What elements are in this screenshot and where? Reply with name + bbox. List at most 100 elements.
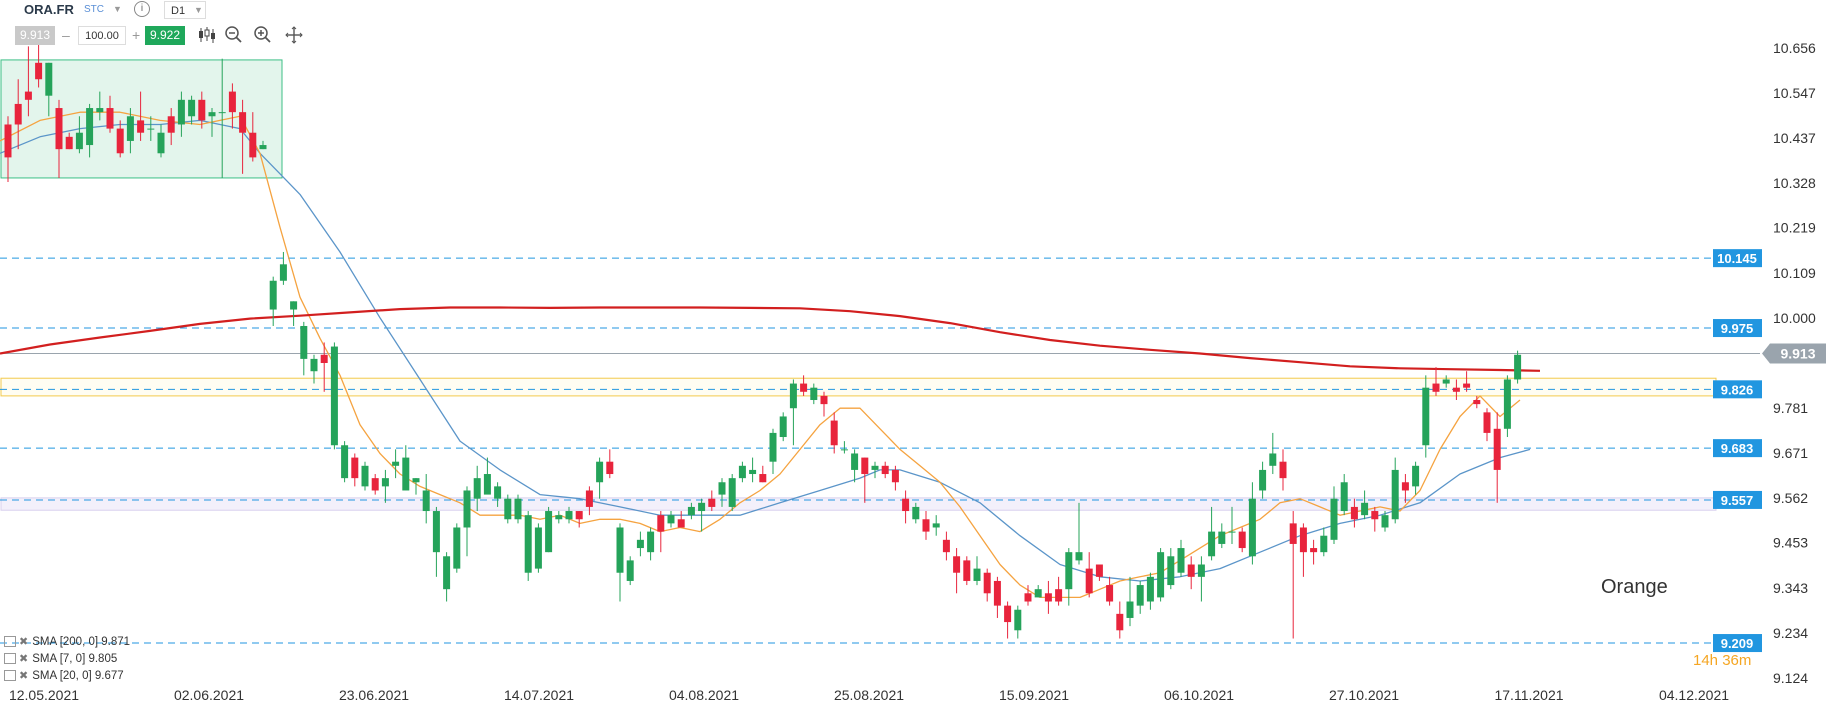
candle[interactable] xyxy=(126,108,134,154)
zone-yellow[interactable] xyxy=(0,377,1717,397)
candle[interactable] xyxy=(320,342,328,392)
minus-icon[interactable]: – xyxy=(62,27,70,43)
candle[interactable] xyxy=(677,511,685,528)
chevron-down-icon[interactable]: ▼ xyxy=(113,4,122,14)
candle[interactable] xyxy=(912,502,920,524)
candle[interactable] xyxy=(738,461,746,483)
info-icon[interactable]: i xyxy=(134,1,150,17)
candle[interactable] xyxy=(1065,548,1073,606)
candle[interactable] xyxy=(953,548,961,594)
candle[interactable] xyxy=(1493,412,1501,503)
level-label[interactable]: 9.975 xyxy=(1713,319,1762,338)
candle[interactable] xyxy=(596,457,604,499)
candle[interactable] xyxy=(800,375,808,396)
candle[interactable] xyxy=(1187,556,1195,590)
candle[interactable] xyxy=(810,383,818,405)
candle[interactable] xyxy=(851,449,859,483)
candle[interactable] xyxy=(1299,523,1307,577)
candle[interactable] xyxy=(310,354,318,384)
close-icon[interactable]: ✖ xyxy=(19,636,29,648)
candle[interactable] xyxy=(361,461,369,491)
candle[interactable] xyxy=(779,412,787,442)
candle[interactable] xyxy=(1116,601,1124,639)
candle[interactable] xyxy=(106,95,114,133)
candle[interactable] xyxy=(1014,605,1022,639)
candle[interactable] xyxy=(1483,408,1491,442)
chevron-down-icon[interactable]: ▼ xyxy=(194,5,203,15)
candle[interactable] xyxy=(585,486,593,516)
candle[interactable] xyxy=(565,506,573,524)
candle[interactable] xyxy=(116,120,124,158)
candle[interactable] xyxy=(1310,539,1318,565)
candle[interactable] xyxy=(392,449,400,479)
candle[interactable] xyxy=(647,527,655,561)
quantity-input[interactable]: 100.00 xyxy=(78,26,126,45)
candle[interactable] xyxy=(942,531,950,561)
candle[interactable] xyxy=(606,449,614,479)
candle[interactable] xyxy=(1126,576,1134,627)
candle[interactable] xyxy=(218,58,226,178)
candle[interactable] xyxy=(341,441,349,483)
candle[interactable] xyxy=(1391,457,1399,524)
candle[interactable] xyxy=(1269,432,1277,475)
candle[interactable] xyxy=(963,556,971,586)
candle[interactable] xyxy=(534,523,542,573)
settings-icon[interactable] xyxy=(4,670,16,682)
legend-sma200[interactable]: ✖ SMA [200, 0] 9.871 xyxy=(4,635,130,648)
buy-price-button[interactable]: 9.922 xyxy=(145,26,185,45)
candle[interactable] xyxy=(1350,498,1358,528)
candle[interactable] xyxy=(1279,449,1287,491)
candle[interactable] xyxy=(1259,461,1267,499)
candle[interactable] xyxy=(86,103,94,158)
candle[interactable] xyxy=(483,457,491,495)
candle[interactable] xyxy=(1095,564,1103,581)
symbol-label[interactable]: ORA.FR xyxy=(24,2,74,17)
candle[interactable] xyxy=(198,91,206,129)
candle[interactable] xyxy=(1004,601,1012,639)
candle[interactable] xyxy=(657,511,665,553)
candle[interactable] xyxy=(14,79,22,150)
candle[interactable] xyxy=(443,552,451,602)
candle[interactable] xyxy=(269,276,277,326)
candle[interactable] xyxy=(1514,350,1522,384)
candle[interactable] xyxy=(4,116,12,183)
candle[interactable] xyxy=(973,556,981,586)
candle[interactable] xyxy=(555,511,563,524)
candle[interactable] xyxy=(45,62,53,117)
candle[interactable] xyxy=(1442,375,1450,388)
candle[interactable] xyxy=(188,95,196,125)
candle[interactable] xyxy=(1034,585,1042,598)
candle[interactable] xyxy=(259,140,267,150)
candle[interactable] xyxy=(749,457,757,483)
candle[interactable] xyxy=(249,112,257,162)
candle[interactable] xyxy=(157,124,165,158)
candle[interactable] xyxy=(636,531,644,557)
settings-icon[interactable] xyxy=(4,653,16,665)
close-icon[interactable]: ✖ xyxy=(19,670,29,682)
candle[interactable] xyxy=(1320,527,1328,557)
plus-icon[interactable]: + xyxy=(132,27,141,43)
candle[interactable] xyxy=(708,490,716,512)
timeframe-select[interactable]: D1 xyxy=(164,1,206,19)
candle[interactable] xyxy=(830,412,838,454)
candle[interactable] xyxy=(759,465,767,483)
candle[interactable] xyxy=(1136,580,1144,614)
candle[interactable] xyxy=(1106,576,1114,606)
candle[interactable] xyxy=(453,523,461,573)
zoom-in-icon[interactable] xyxy=(252,24,274,46)
candle[interactable] xyxy=(167,108,175,146)
candle[interactable] xyxy=(1401,474,1409,503)
candle[interactable] xyxy=(1208,506,1216,561)
candle[interactable] xyxy=(524,511,532,581)
zoom-out-icon[interactable] xyxy=(223,24,245,46)
candle[interactable] xyxy=(371,474,379,495)
sell-price-button[interactable]: 9.913 xyxy=(15,26,55,45)
candle[interactable] xyxy=(881,461,889,479)
candle[interactable] xyxy=(330,342,338,450)
candle[interactable] xyxy=(1248,482,1256,565)
candle[interactable] xyxy=(1044,580,1052,614)
candle[interactable] xyxy=(463,486,471,557)
candle[interactable] xyxy=(504,494,512,524)
candle[interactable] xyxy=(239,99,247,174)
candle[interactable] xyxy=(840,441,848,454)
